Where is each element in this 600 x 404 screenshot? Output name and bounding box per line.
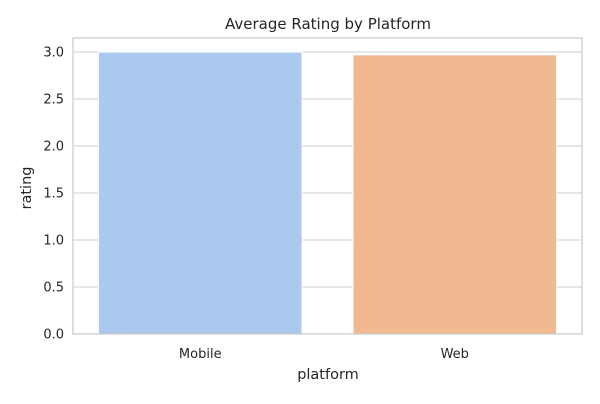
chart-title: Average Rating by Platform [225,15,431,33]
bars [97,51,558,335]
bar-web [352,54,558,335]
y-tick-label: 2.5 [43,93,64,108]
plot-frame [72,37,583,335]
y-axis-label: rating [19,167,35,210]
x-axis-label: platform [297,367,359,383]
bar-mobile [97,51,303,335]
y-tick-label: 0.5 [43,281,64,296]
x-tick-label: Mobile [179,347,222,362]
y-tick-labels: 0.0 0.5 1.0 1.5 2.0 2.5 3.0 [43,46,64,343]
y-tick-label: 1.5 [43,187,64,202]
y-tick-label: 3.0 [43,46,64,61]
x-tick-labels: Mobile Web [179,347,469,362]
x-tick-label: Web [441,347,469,362]
y-tick-label: 2.0 [43,140,64,155]
y-tick-label: 0.0 [43,328,64,343]
y-tick-label: 1.0 [43,234,64,249]
